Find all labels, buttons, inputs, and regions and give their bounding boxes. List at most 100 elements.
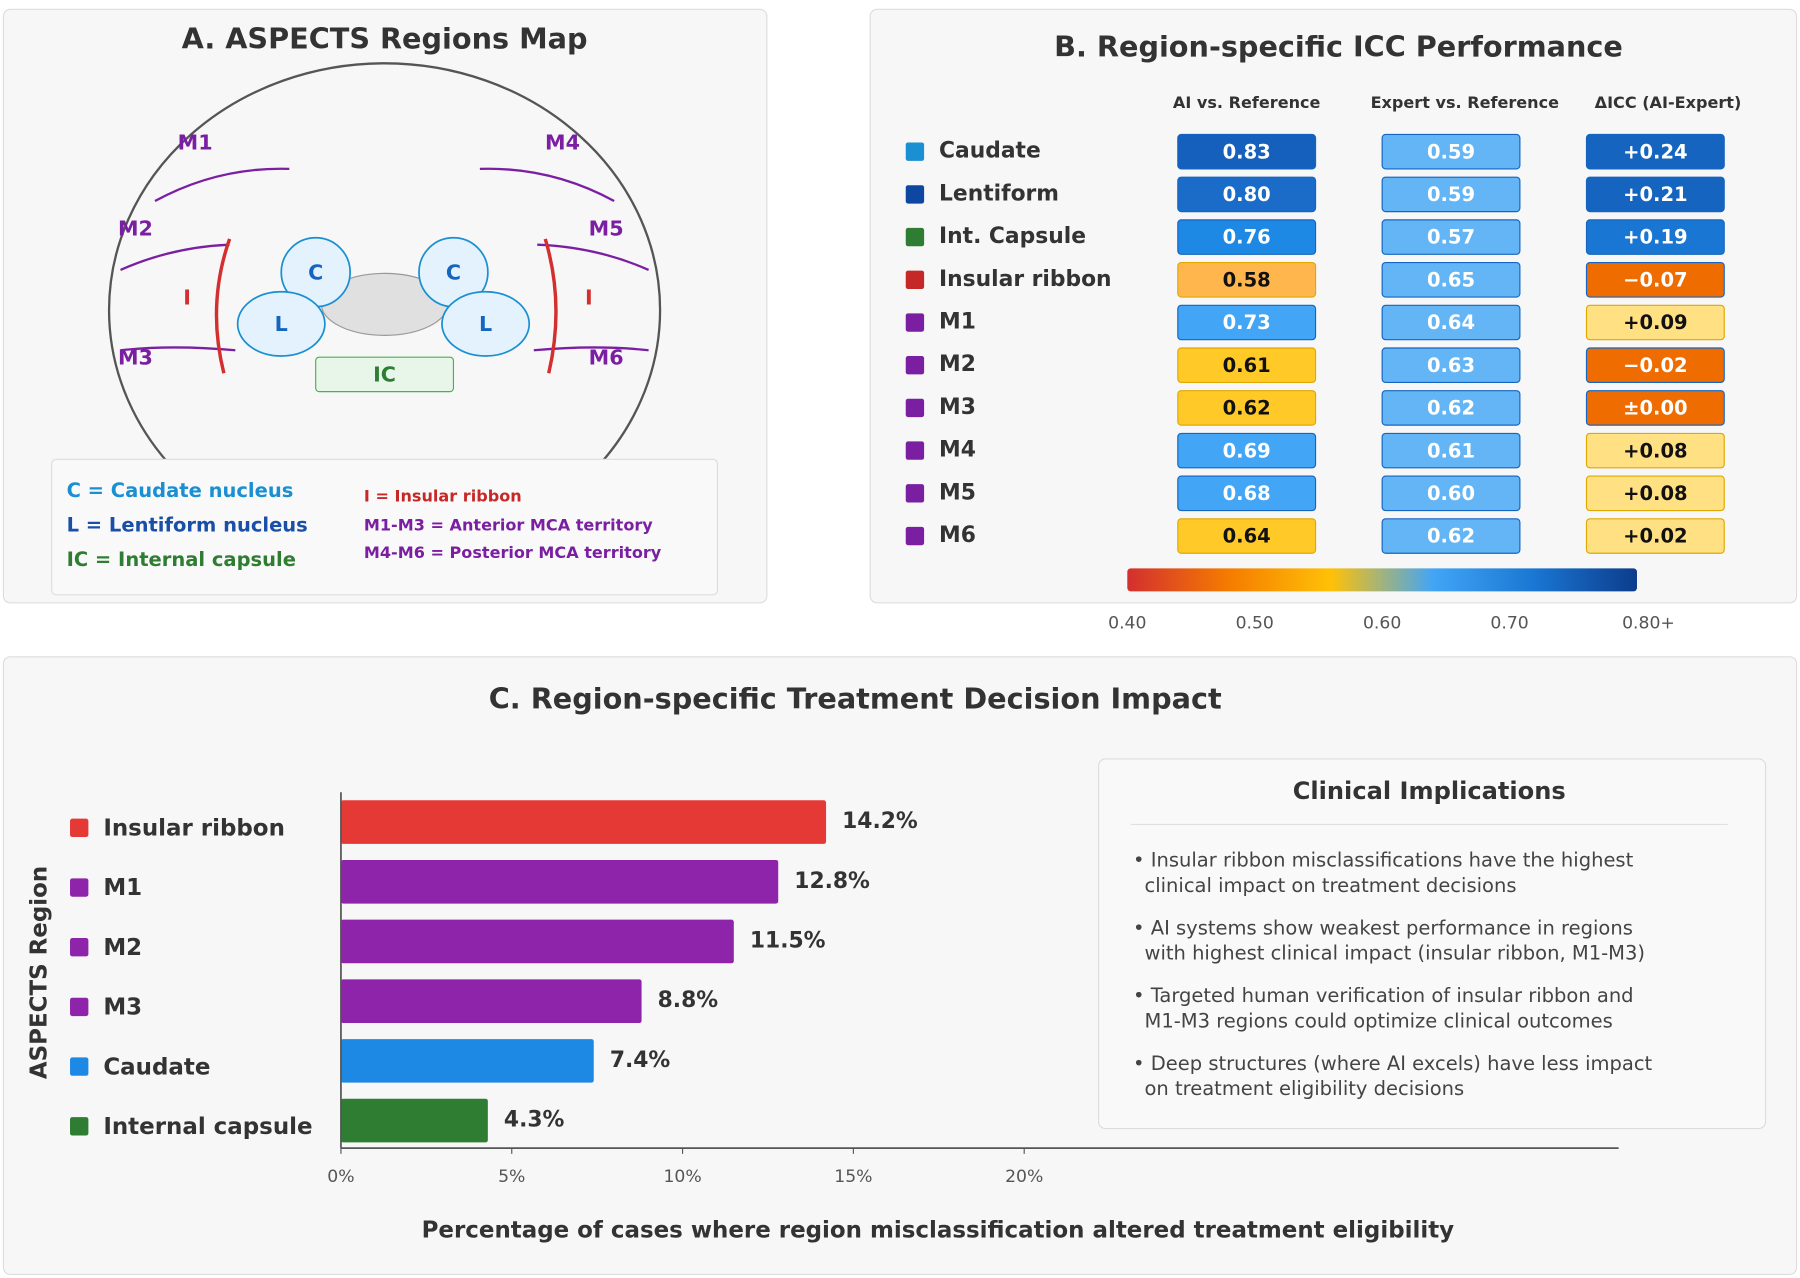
annotation-line: • AI systems show weakest performance in… [1133,916,1633,939]
table-cell [1381,176,1521,213]
arc [479,167,615,203]
table-cell [1381,304,1521,341]
data-label: 4.3% [504,1108,565,1133]
region-label: M4 [545,131,580,155]
region-label: M5 [589,217,624,241]
x-tick-label: 10% [663,1167,701,1187]
bar [340,859,779,904]
cell-value: 0.61 [1223,354,1271,377]
region-label: L [479,312,492,336]
x-tick-label: 20% [1005,1167,1043,1187]
annotation-title: Clinical Implications [1293,777,1566,805]
row-swatch [905,441,925,460]
cell-value: −0.02 [1623,354,1687,377]
cell-value: 0.83 [1223,140,1271,163]
row-swatch [905,227,925,247]
data-label: 8.8% [658,988,719,1013]
row-swatch [905,526,925,546]
colorbar [1127,568,1637,592]
column-header: Expert vs. Reference [1371,93,1560,112]
annotation-line: with highest clinical impact (insular ri… [1145,942,1645,965]
region-label: C [308,260,323,284]
cell-value: 0.76 [1223,226,1271,249]
row-swatch [905,484,925,503]
category-swatch [70,997,89,1017]
region-label: C [446,260,461,284]
insular-arcs [214,238,558,374]
cell-value: 0.58 [1223,268,1271,291]
cell-value: 0.60 [1427,482,1475,505]
cell-value: 0.69 [1223,439,1271,462]
row-swatch [905,313,925,332]
x-tick-label: 15% [834,1167,872,1187]
table-cell [1381,133,1521,170]
data-label: 11.5% [750,928,826,953]
bar [340,800,827,844]
x-axis-label: Percentage of cases where region misclas… [422,1217,1455,1243]
map-legend [51,458,719,596]
region-label: I [183,286,191,310]
arc [214,238,232,374]
annotation-line: on treatment eligibility decisions [1145,1077,1465,1100]
region-label: IC [373,363,396,387]
panel-b [869,8,1798,604]
cell-value: 0.80 [1223,183,1271,206]
cell-value: 0.63 [1427,354,1475,377]
row-swatch [905,356,925,375]
table-cell [1585,475,1725,512]
mca-arcs [120,167,650,352]
legend-entry: M1-M3 = Anterior MCA territory [364,515,653,534]
arc [120,243,230,271]
cell-value: 0.73 [1223,311,1271,334]
table-cell [1381,432,1521,469]
table-cell [1585,262,1725,298]
cell-value: +0.21 [1623,183,1687,206]
category-swatch [70,878,89,897]
table-cell [1177,304,1317,341]
row-label: Insular ribbon [939,267,1112,292]
bar [340,1098,488,1143]
lentiform [441,290,531,357]
x-tick-label: 5% [498,1167,525,1187]
cell-value: 0.59 [1427,140,1475,163]
y-tick-label: M2 [103,935,142,961]
row-label: M6 [939,523,976,548]
data-label: 7.4% [610,1048,671,1073]
table-cell [1585,176,1725,213]
row-swatch [905,270,925,289]
cell-value: 0.65 [1427,268,1475,291]
region-label: I [585,286,593,310]
region-label: M6 [589,345,624,369]
table-cell [1585,518,1725,554]
cell-value: +0.09 [1623,311,1687,334]
icc-table: AI vs. Reference Expert vs. Reference ΔICC… [905,93,1742,634]
lentiform [236,290,326,357]
data-label: 14.2% [842,809,918,834]
table-cell [1585,347,1725,384]
table-cell [1177,347,1317,384]
table-cell [1177,262,1317,298]
y-tick-label: M3 [103,995,142,1021]
legend-entry: C = Caudate nucleus [67,479,294,502]
panel-title: B. Region-specific ICC Performance [1054,29,1623,63]
table-cell [1381,219,1521,255]
arc [543,238,558,374]
cell-value: 0.59 [1427,183,1475,206]
category-swatch [70,818,89,838]
skull [107,62,662,463]
row-label: M4 [939,438,976,463]
row-swatch [905,142,925,161]
head-outline [107,62,662,463]
bar-chart: 0% 5% 10% 15% 20% 14.2% Insular ribbon 12.8% M1 1… [70,792,1653,1187]
colorbar-tick-label: 0.80+ [1622,614,1675,634]
legend-entry: IC = Internal capsule [67,548,296,571]
chart-title: C. Region-specific Treatment Decision Im… [489,681,1222,715]
column-header: ΔICC (AI-Expert) [1595,93,1742,112]
cell-value: 0.57 [1427,226,1475,249]
annotation-line: • Insular ribbon misclassifications have… [1133,849,1634,872]
deep-structures [236,236,531,357]
region-label: L [275,312,288,336]
region-label: M1 [178,131,213,155]
